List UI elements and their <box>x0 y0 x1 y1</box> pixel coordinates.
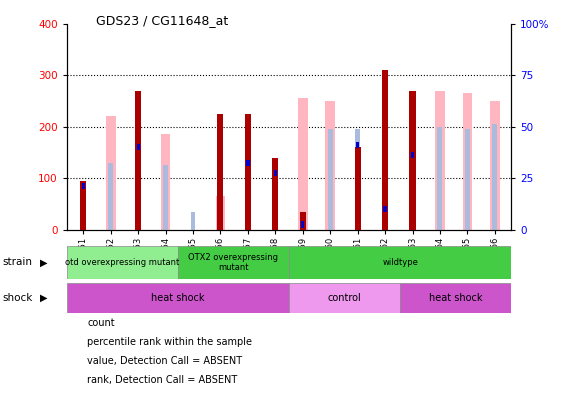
Text: strain: strain <box>3 257 33 267</box>
Bar <box>81 183 85 189</box>
Bar <box>163 165 168 230</box>
Text: heat shock: heat shock <box>151 293 205 303</box>
Bar <box>137 144 140 150</box>
Text: percentile rank within the sample: percentile rank within the sample <box>87 337 252 347</box>
Bar <box>289 246 511 279</box>
Bar <box>135 91 141 230</box>
Bar <box>462 93 472 230</box>
Bar <box>328 129 333 230</box>
Bar <box>216 196 225 230</box>
Bar <box>161 134 170 230</box>
Text: OTX2 overexpressing
mutant: OTX2 overexpressing mutant <box>188 253 278 272</box>
Bar <box>298 99 307 230</box>
Text: ▶: ▶ <box>40 257 47 267</box>
Text: shock: shock <box>3 293 33 303</box>
Text: GDS23 / CG11648_at: GDS23 / CG11648_at <box>96 14 228 27</box>
Bar <box>106 116 116 230</box>
Text: otd overexpressing mutant: otd overexpressing mutant <box>65 258 180 267</box>
Bar <box>382 70 388 230</box>
Bar <box>490 101 500 230</box>
Bar <box>492 124 497 230</box>
Text: value, Detection Call = ABSENT: value, Detection Call = ABSENT <box>87 356 242 366</box>
Bar <box>67 246 178 279</box>
Bar <box>355 129 360 230</box>
Bar <box>274 170 277 176</box>
Bar <box>465 129 470 230</box>
Bar <box>400 283 511 313</box>
Text: ▶: ▶ <box>40 293 47 303</box>
Bar <box>383 206 387 212</box>
Bar <box>108 163 113 230</box>
Bar <box>435 91 444 230</box>
Bar <box>272 158 278 230</box>
Text: wildtype: wildtype <box>382 258 418 267</box>
Bar <box>246 160 250 166</box>
Bar <box>80 181 87 230</box>
Bar <box>354 147 361 230</box>
Bar <box>300 211 306 230</box>
Bar <box>410 91 415 230</box>
Bar <box>245 114 251 230</box>
Text: rank, Detection Call = ABSENT: rank, Detection Call = ABSENT <box>87 375 238 385</box>
Bar <box>411 152 414 158</box>
Bar <box>178 246 289 279</box>
Bar <box>67 283 289 313</box>
Bar <box>218 188 223 230</box>
Text: heat shock: heat shock <box>429 293 482 303</box>
Text: control: control <box>328 293 361 303</box>
Bar <box>325 101 335 230</box>
Bar <box>356 142 359 148</box>
Text: count: count <box>87 318 115 328</box>
Bar <box>437 127 442 230</box>
Bar <box>289 283 400 313</box>
Bar <box>301 221 304 228</box>
Bar <box>217 114 224 230</box>
Bar <box>191 211 195 230</box>
